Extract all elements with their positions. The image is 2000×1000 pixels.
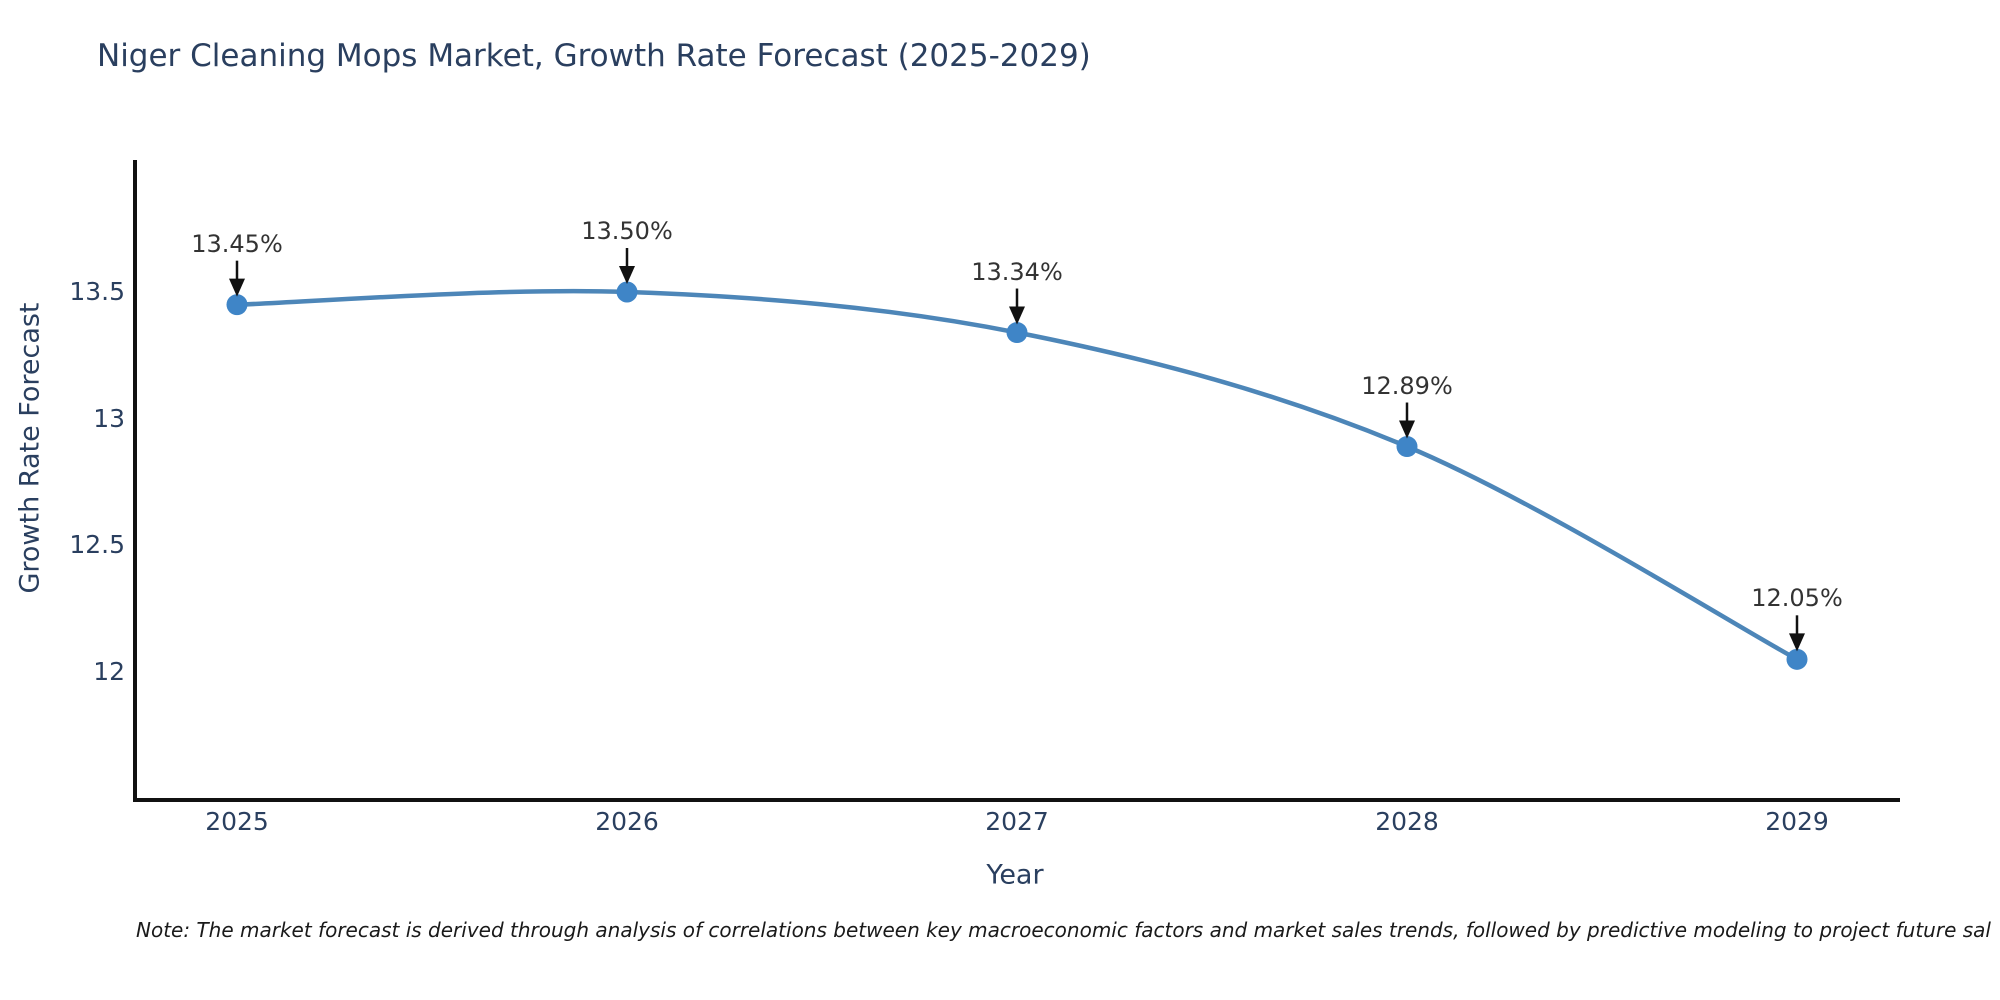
annotation-arrowhead-2027 — [1009, 306, 1025, 325]
data-point-marker-2026[interactable] — [616, 281, 638, 303]
data-point-marker-2025[interactable] — [226, 294, 248, 316]
x-tick-2027: 2027 — [985, 807, 1049, 836]
annotation-arrowhead-2025 — [229, 278, 245, 297]
y-tick-13: 13 — [93, 403, 125, 433]
x-tick-2026: 2026 — [595, 807, 659, 836]
annotation-arrowhead-2029 — [1789, 633, 1805, 652]
point-label-2029: 12.05% — [1751, 584, 1843, 613]
data-point-marker-2029[interactable] — [1786, 648, 1808, 670]
data-point-marker-2027[interactable] — [1006, 322, 1028, 344]
y-tick-13.5: 13.5 — [69, 277, 125, 306]
x-tick-2029: 2029 — [1765, 807, 1829, 836]
trend-line — [234, 288, 1800, 662]
footnote: Note: The market forecast is derived thr… — [136, 918, 1991, 942]
x-tick-2028: 2028 — [1375, 807, 1439, 836]
x-tick-2025: 2025 — [205, 807, 269, 836]
y-tick-12.5: 12.5 — [69, 530, 125, 560]
point-label-2026: 13.50% — [581, 217, 673, 245]
point-label-2027: 13.34% — [971, 257, 1063, 286]
point-label-2025: 13.45% — [191, 229, 283, 258]
y-tick-12: 12 — [93, 656, 125, 686]
annotation-arrowhead-2026 — [619, 266, 635, 284]
x-axis-title: Year — [986, 859, 1044, 891]
point-label-2028: 12.89% — [1361, 371, 1453, 400]
chart-title: Niger Cleaning Mops Market, Growth Rate … — [97, 38, 1091, 74]
annotation-arrowhead-2028 — [1399, 420, 1415, 439]
data-point-marker-2028[interactable] — [1396, 436, 1418, 458]
